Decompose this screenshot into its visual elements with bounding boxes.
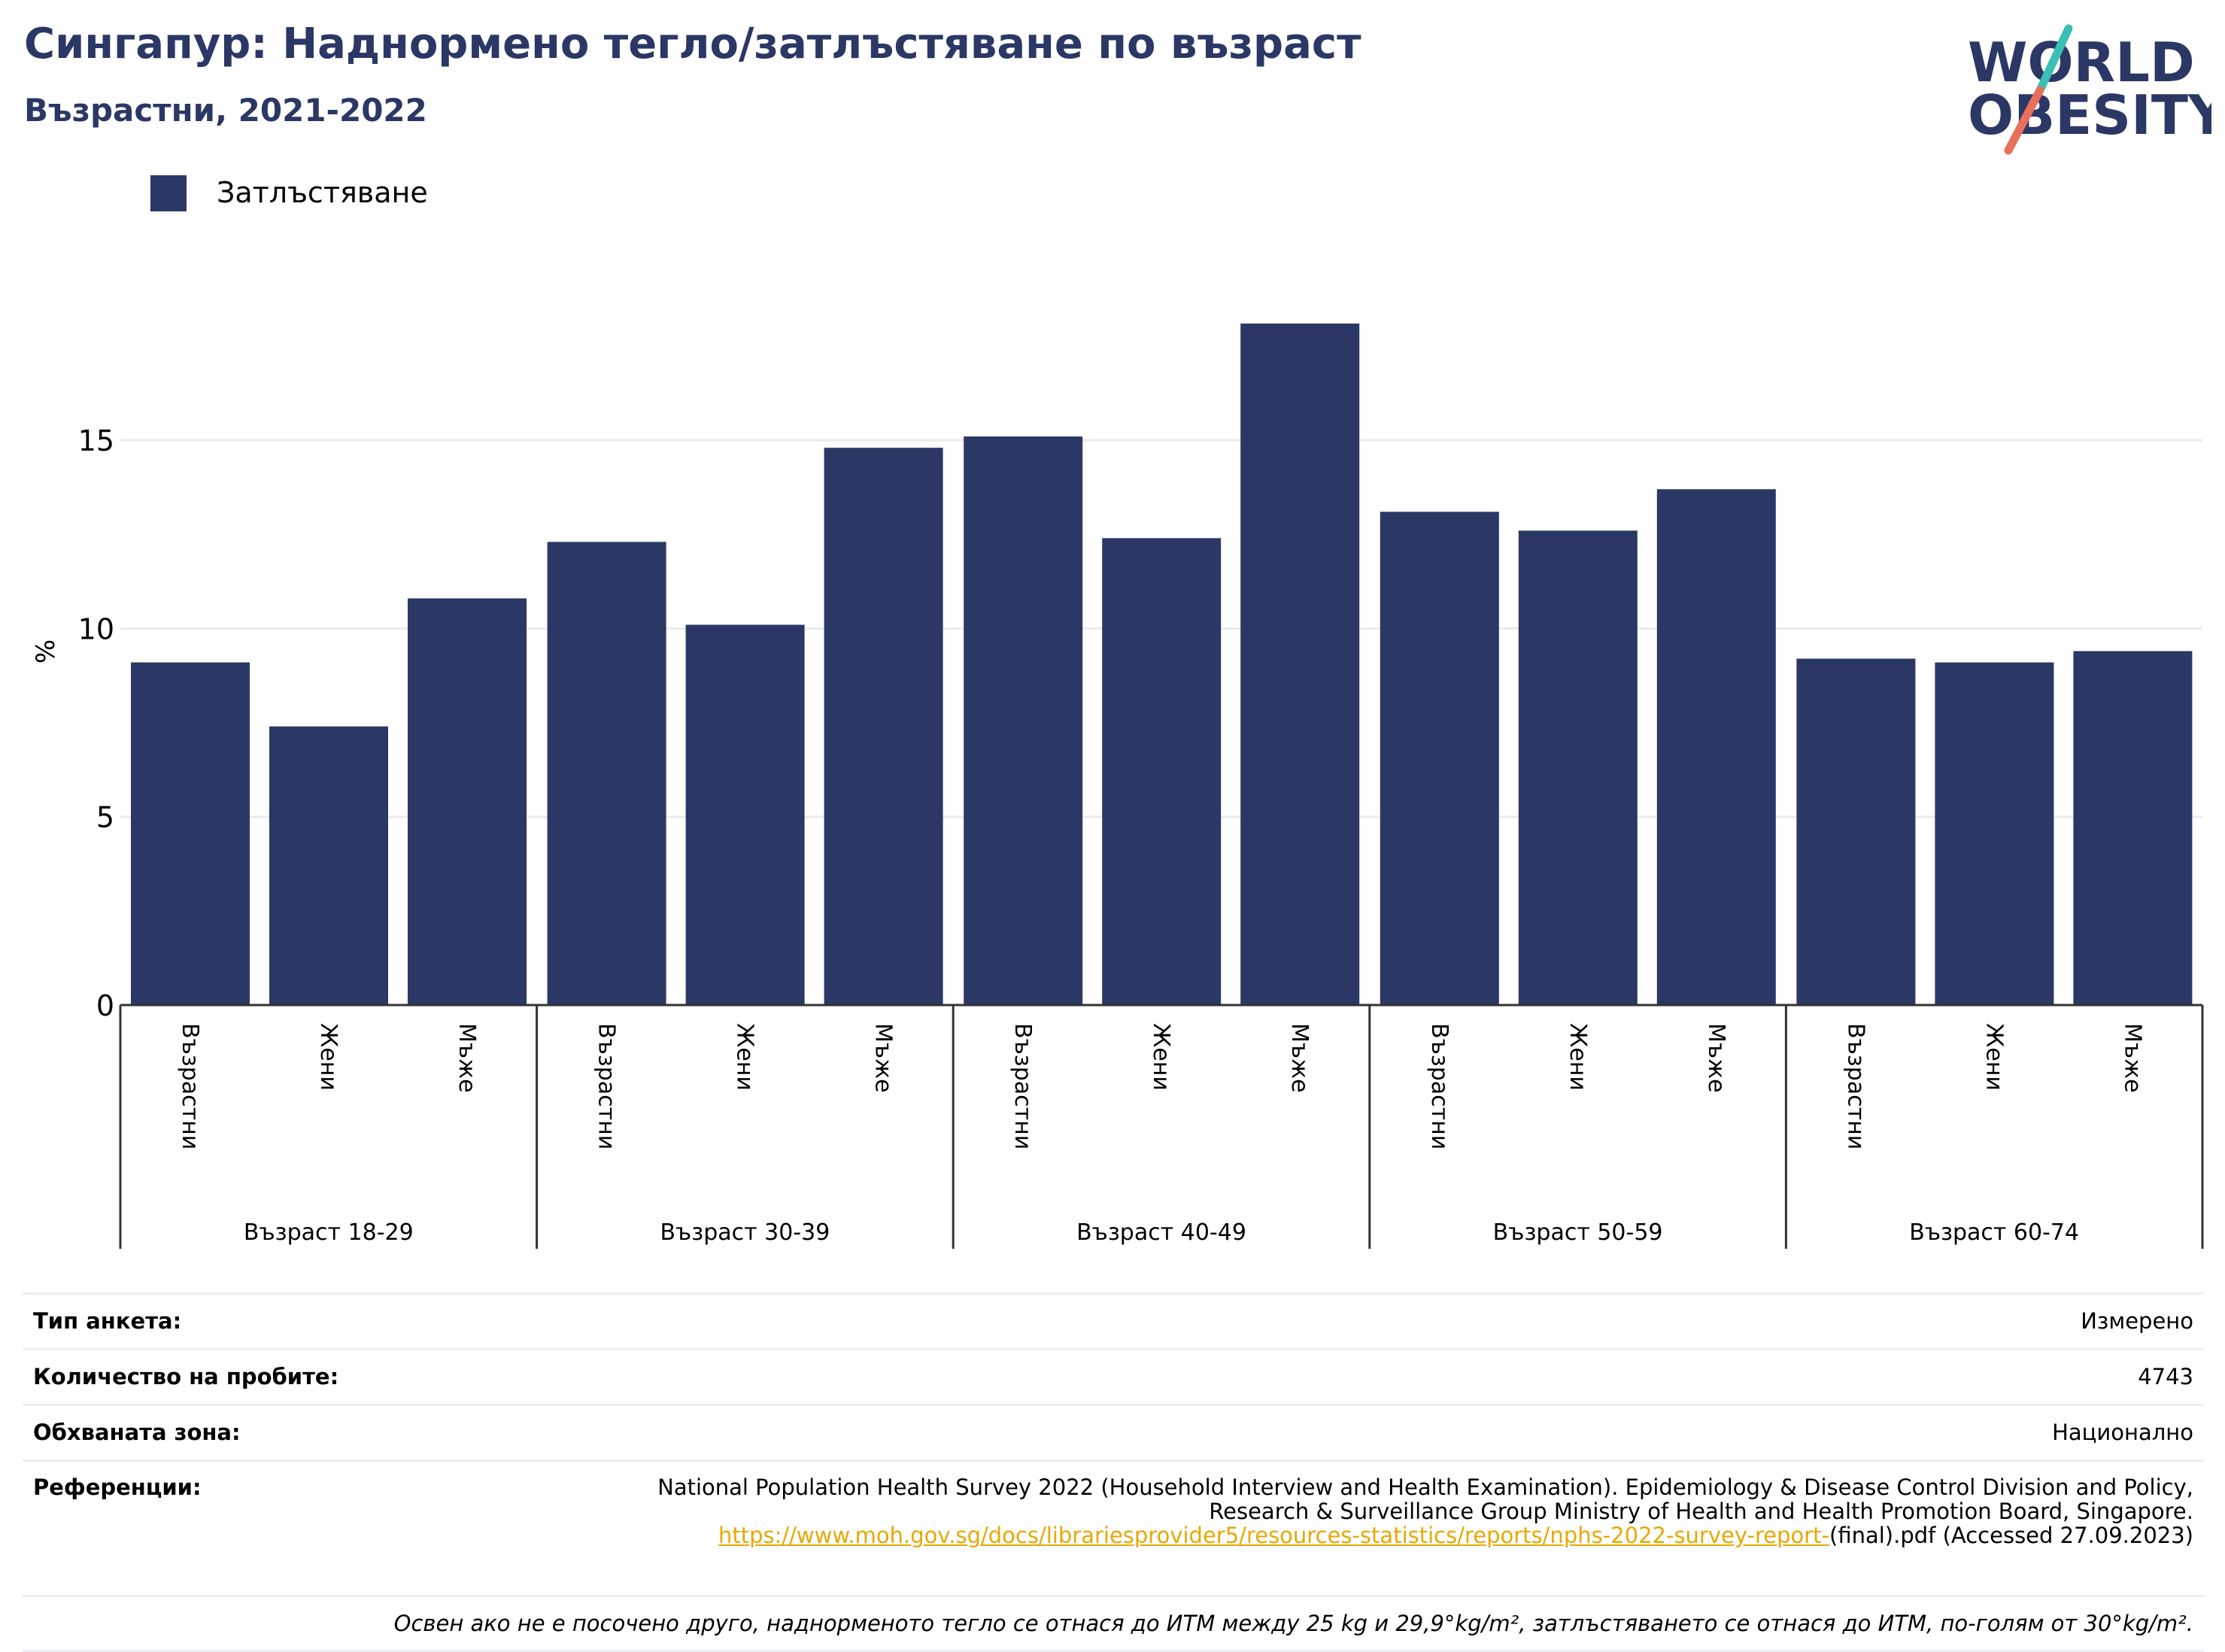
bar xyxy=(1380,512,1499,1005)
x-tick-label: Жени xyxy=(1981,1023,2007,1091)
references-line-2: Research & Surveillance Group Ministry o… xyxy=(1209,1499,2193,1524)
bar xyxy=(1935,662,2054,1005)
bar xyxy=(547,542,666,1005)
info-row-survey-type: Тип анкета: Измерено xyxy=(23,1292,2204,1350)
sample-size-value: 4743 xyxy=(495,1348,2204,1405)
bar xyxy=(1518,530,1638,1005)
references-line-1: National Population Health Survey 2022 (… xyxy=(657,1474,2193,1500)
bar xyxy=(2073,651,2193,1005)
coverage-value: Национално xyxy=(495,1404,2204,1461)
group-label: Възраст 50-59 xyxy=(1493,1219,1663,1246)
y-tick-label: 15 xyxy=(78,424,114,457)
x-tick-label: Мъже xyxy=(454,1023,480,1093)
logo-slash-coral xyxy=(2004,86,2044,155)
group-label: Възраст 18-29 xyxy=(244,1219,414,1246)
x-tick-label: Възрастни xyxy=(1842,1023,1868,1149)
x-tick-label: Жени xyxy=(1565,1023,1591,1091)
bar-chart: 0 5 10 15% Възрастни Жени Мъже Възраст 18-29 Въз… xyxy=(31,323,2204,1249)
x-tick-label: Жени xyxy=(315,1023,341,1091)
x-tick-label: Възрастни xyxy=(593,1023,620,1149)
y-tick-label: 10 xyxy=(78,612,114,645)
bar xyxy=(131,662,250,1005)
bar xyxy=(269,726,388,1005)
group-label: Възраст 40-49 xyxy=(1076,1219,1246,1246)
survey-info-table: Тип анкета: Измерено Количество на проби… xyxy=(23,1292,2204,1652)
bar xyxy=(408,598,527,1005)
bar xyxy=(1656,489,1776,1005)
survey-type-value: Измерено xyxy=(495,1292,2204,1350)
chart-subtitle: Възрастни, 2021-2022 xyxy=(24,92,427,129)
bar xyxy=(685,624,805,1005)
x-tick-label: Мъже xyxy=(1703,1023,1729,1093)
coverage-label: Обхваната зона: xyxy=(23,1404,495,1461)
world-obesity-logo: WORLD OBESITY xyxy=(1968,24,2211,155)
y-tick-label: 0 xyxy=(96,989,114,1022)
x-tick-label: Възрастни xyxy=(1009,1023,1036,1149)
x-tick-label: Мъже xyxy=(1286,1023,1313,1093)
references-line-3: https://www.moh.gov.sg/docs/librariespro… xyxy=(505,1523,2193,1547)
y-tick-label: 5 xyxy=(96,801,114,834)
logo-line-obesity: OBESITY xyxy=(1968,84,2211,147)
legend-swatch xyxy=(150,175,187,211)
logo-line-world: WORLD xyxy=(1968,31,2195,94)
logo-slash-teal xyxy=(2035,24,2073,95)
x-tick-label: Жени xyxy=(1148,1023,1174,1091)
references-link[interactable]: https://www.moh.gov.sg/docs/librariespro… xyxy=(718,1523,1830,1548)
definition-note: Освен ако не е посочено друго, наднормен… xyxy=(23,1595,2204,1652)
bar xyxy=(824,448,943,1005)
bar xyxy=(1102,538,1222,1005)
references-value: National Population Health Survey 2022 (… xyxy=(495,1459,2204,1596)
chart-title: Сингапур: Наднормено тегло/затлъстяване … xyxy=(24,20,1361,68)
y-axis-label: % xyxy=(31,639,61,664)
legend-label: Затлъстяване xyxy=(217,176,428,209)
survey-type-label: Тип анкета: xyxy=(23,1292,495,1350)
bar xyxy=(964,436,1083,1005)
x-tick-label: Възрастни xyxy=(1426,1023,1452,1149)
group-label: Възраст 60-74 xyxy=(1909,1219,2079,1246)
group-label: Възраст 30-39 xyxy=(660,1219,830,1246)
info-row-note: Освен ако не е посочено друго, наднормен… xyxy=(23,1595,2204,1652)
sample-size-label: Количество на пробите: xyxy=(23,1348,495,1405)
x-tick-label: Жени xyxy=(732,1023,758,1091)
x-tick-label: Мъже xyxy=(870,1023,897,1093)
x-tick-label: Мъже xyxy=(2119,1023,2145,1093)
references-label: Референции: xyxy=(23,1459,495,1596)
info-row-coverage: Обхваната зона: Национално xyxy=(23,1404,2204,1461)
info-row-references: Референции: National Population Health S… xyxy=(23,1459,2204,1596)
references-link-tail: (final).pdf (Accessed 27.09.2023) xyxy=(1829,1523,2193,1548)
bar xyxy=(1240,323,1360,1006)
info-row-sample-size: Количество на пробите: 4743 xyxy=(23,1348,2204,1405)
x-tick-label: Възрастни xyxy=(177,1023,203,1149)
bar xyxy=(1796,658,1916,1005)
